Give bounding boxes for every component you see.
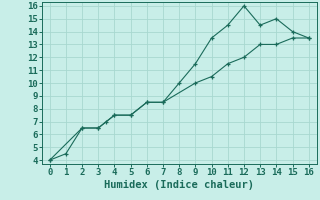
X-axis label: Humidex (Indice chaleur): Humidex (Indice chaleur) xyxy=(104,180,254,190)
